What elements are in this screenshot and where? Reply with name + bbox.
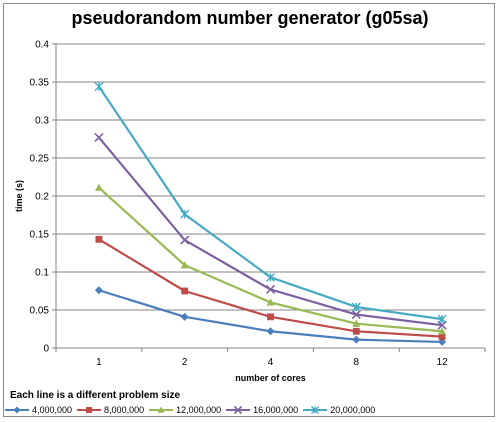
y-tick-label: 0.25	[30, 154, 50, 165]
data-point-20,000,000-8	[351, 302, 361, 312]
data-point-8,000,000-12	[438, 333, 446, 340]
series-line-8,000,000	[98, 238, 443, 338]
x-tick-label: 4	[268, 357, 274, 368]
x-tick-label: 2	[182, 357, 188, 368]
legend-label: 4,000,000	[32, 405, 73, 415]
data-point-4,000,000-1	[94, 286, 103, 295]
chart-title: pseudorandom number generator (g05sa)	[71, 8, 429, 28]
legend-marker	[234, 405, 243, 415]
legend-label: 16,000,000	[253, 405, 299, 415]
y-tick-label: 0.35	[30, 78, 50, 89]
legend-label: 8,000,000	[104, 405, 145, 415]
series-line-20,000,000	[97, 85, 443, 321]
data-point-12,000,000-1	[94, 183, 103, 191]
data-point-8,000,000-1	[95, 235, 103, 243]
data-point-12,000,000-8	[352, 319, 361, 327]
x-axis-label: number of cores	[235, 373, 306, 383]
y-tick-label: 0	[43, 344, 49, 355]
legend-item: 12,000,000	[148, 405, 221, 415]
data-point-8,000,000-4	[267, 313, 274, 321]
legend-marker	[13, 406, 21, 414]
data-point-20,000,000-12	[437, 314, 447, 324]
legend-swatch-diamond	[5, 406, 29, 414]
data-point-4,000,000-8	[352, 335, 361, 344]
data-point-4,000,000-2	[180, 312, 189, 321]
y-tick-label: 0.15	[30, 230, 50, 241]
y-tick-label: 0.1	[35, 268, 49, 279]
y-tick-label: 0.3	[35, 116, 49, 127]
legend-item: 8,000,000	[76, 405, 144, 415]
plot-area: 00.050.10.150.20.250.30.350.41 2 4 8 12numbe…	[14, 40, 486, 383]
legend-swatch-x	[226, 405, 251, 415]
legend-item: 16,000,000	[225, 405, 298, 415]
x-tick-label: 1	[96, 357, 102, 368]
legend-item: 4,000,000	[4, 405, 72, 415]
data-point-8,000,000-8	[352, 327, 360, 335]
x-tick-label: 12	[437, 357, 449, 368]
data-point-12,000,000-2	[180, 261, 189, 269]
legend-marker	[157, 406, 165, 413]
legend-label: 12,000,000	[176, 405, 222, 415]
legend-marker	[86, 407, 93, 413]
data-point-20,000,000-1	[94, 82, 104, 92]
y-axis-label: time (s)	[14, 180, 24, 212]
y-tick-label: 0.4	[35, 40, 49, 51]
legend-marker	[311, 406, 320, 414]
legend-label: 20,000,000	[330, 405, 376, 415]
data-point-12,000,000-12	[438, 327, 447, 335]
series-line-16,000,000	[98, 136, 443, 327]
legend-swatch-triangle	[149, 406, 174, 413]
data-point-4,000,000-4	[266, 327, 275, 336]
legend: 4,000,000 8,000,000 12,000,000 16,000,000 20…	[4, 403, 379, 417]
data-point-8,000,000-2	[181, 287, 189, 295]
data-point-12,000,000-4	[266, 298, 275, 306]
y-tick-label: 0.2	[35, 192, 49, 203]
x-tick-label: 8	[354, 357, 360, 368]
legend-item: 20,000,000	[302, 405, 375, 415]
data-point-16,000,000-1	[94, 132, 104, 143]
data-point-16,000,000-4	[265, 284, 276, 295]
data-point-16,000,000-8	[351, 309, 361, 320]
data-point-16,000,000-2	[180, 235, 190, 245]
data-point-20,000,000-2	[180, 209, 190, 219]
y-tick-label: 0.05	[30, 306, 50, 317]
legend-swatch-square	[77, 407, 102, 413]
legend-swatch-star	[303, 406, 328, 414]
legend-title: Each line is a different problem size	[10, 390, 181, 401]
data-point-20,000,000-4	[266, 272, 275, 282]
